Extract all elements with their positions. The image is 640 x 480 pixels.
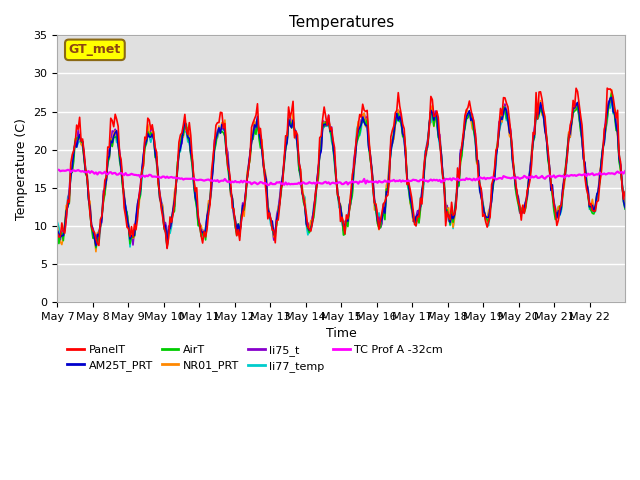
X-axis label: Time: Time bbox=[326, 327, 356, 340]
Text: GT_met: GT_met bbox=[68, 43, 121, 56]
Legend: PanelT, AM25T_PRT, AirT, NR01_PRT, li75_t, li77_temp, TC Prof A -32cm: PanelT, AM25T_PRT, AirT, NR01_PRT, li75_… bbox=[63, 340, 447, 376]
Y-axis label: Temperature (C): Temperature (C) bbox=[15, 118, 28, 220]
Title: Temperatures: Temperatures bbox=[289, 15, 394, 30]
